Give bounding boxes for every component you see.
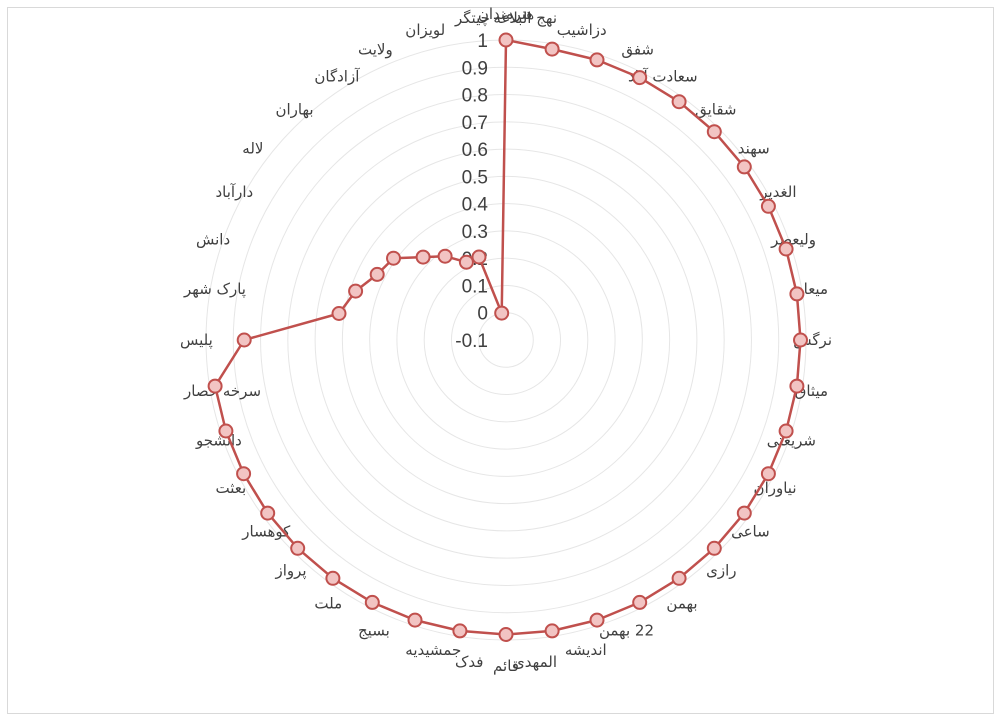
- category-label: دزاشیب: [557, 21, 607, 39]
- gridline-3: [423, 257, 589, 423]
- tick-label: 0.4: [462, 195, 489, 216]
- tick-label: -0.1: [455, 331, 488, 352]
- category-label: جمشیدیه: [405, 641, 461, 659]
- data-point: [437, 248, 453, 264]
- data-point: [589, 52, 605, 68]
- category-label: بهمن: [666, 595, 697, 613]
- category-label: سرخه حصار: [183, 382, 261, 400]
- data-point: [589, 612, 605, 628]
- gridline-9: [260, 94, 752, 586]
- gridline-7: [314, 148, 698, 532]
- data-point: [452, 623, 468, 639]
- gridline-2: [450, 284, 562, 396]
- data-point: [789, 378, 805, 394]
- category-label: ملت: [314, 595, 342, 613]
- data-point: [544, 623, 560, 639]
- category-label: هنرمندان: [478, 5, 534, 23]
- tick-label: 0.7: [462, 113, 488, 134]
- data-point: [369, 266, 385, 282]
- category-label: پلیس: [180, 331, 213, 350]
- data-point: [415, 249, 431, 265]
- data-point: [760, 466, 776, 482]
- category-label: قائم: [493, 657, 519, 675]
- data-point: [290, 540, 306, 556]
- data-point: [632, 70, 648, 86]
- data-point: [386, 250, 401, 266]
- category-label: الغدیر: [759, 183, 796, 201]
- data-point: [793, 332, 808, 348]
- data-point: [544, 41, 560, 57]
- category-label: فدک: [455, 653, 483, 671]
- data-point: [671, 94, 687, 110]
- category-label: آزادگان: [314, 67, 360, 85]
- category-label: لویزان: [405, 21, 445, 39]
- tick-label: 1: [477, 31, 488, 52]
- category-label: شفق: [621, 41, 654, 59]
- category-label: دانشجو: [195, 432, 242, 450]
- tick-label: 0.3: [462, 222, 488, 243]
- data-point: [632, 594, 648, 610]
- data-point: [325, 570, 341, 586]
- category-label: دارآباد: [216, 183, 254, 201]
- axis-tick-labels: -0.100.10.20.30.40.50.60.70.80.91: [455, 31, 488, 352]
- data-point: [364, 594, 380, 610]
- data-point: [736, 505, 752, 521]
- data-point: [671, 570, 687, 586]
- category-label: ولایت: [358, 41, 393, 59]
- data-point: [498, 32, 514, 48]
- data-point: [471, 249, 487, 265]
- category-label: پرواز: [275, 562, 307, 581]
- category-label: 22 بهمن: [599, 622, 654, 640]
- category-label: شقایق: [695, 101, 736, 119]
- category-label: بعثت: [216, 479, 247, 497]
- category-label: میعاد: [797, 280, 828, 298]
- data-point: [236, 332, 252, 348]
- tick-label: 0: [477, 304, 488, 325]
- data-point: [407, 612, 423, 628]
- data-point: [458, 254, 474, 270]
- category-label: رازی: [706, 562, 736, 580]
- category-label: سهند: [738, 139, 770, 157]
- category-label: ولیعصر: [770, 230, 816, 248]
- category-label: نهج البلاغه: [493, 9, 557, 27]
- chart-frame: [7, 7, 994, 714]
- gridline-6: [341, 175, 671, 505]
- data-point: [207, 378, 223, 394]
- category-label: ساعی: [731, 523, 770, 541]
- data-point: [236, 466, 252, 482]
- data-point: [498, 627, 514, 642]
- category-label: دانش: [196, 230, 230, 248]
- gridline-4: [396, 230, 616, 450]
- data-point: [736, 159, 752, 175]
- data-point: [778, 241, 794, 257]
- data-point: [218, 423, 234, 439]
- data-point: [494, 305, 510, 321]
- category-label: لاله: [242, 139, 263, 157]
- category-label: نیاوران: [754, 479, 797, 497]
- tick-label: 0.6: [462, 140, 488, 161]
- tick-label: 0.5: [462, 167, 488, 188]
- gridline-8: [287, 121, 725, 559]
- tick-label: 0.8: [462, 86, 488, 107]
- data-point: [348, 283, 364, 299]
- category-label: بسیج: [358, 622, 390, 640]
- data-point: [706, 540, 722, 556]
- series-markers-0: [207, 32, 808, 642]
- category-label: بهاران: [276, 101, 314, 119]
- data-point: [331, 306, 347, 321]
- data-point: [789, 286, 805, 302]
- gridline-5: [369, 203, 643, 477]
- tick-label: 0.9: [462, 58, 488, 79]
- data-point: [706, 124, 722, 140]
- category-label: المهدی: [513, 653, 557, 671]
- data-point: [760, 198, 776, 214]
- data-point: [778, 423, 794, 439]
- category-label: اندیشه: [565, 641, 607, 659]
- data-point: [260, 505, 276, 521]
- category-label: چیتگر: [454, 9, 490, 27]
- tick-label: 0.1: [462, 276, 488, 297]
- category-label: پارک شهر: [183, 280, 246, 299]
